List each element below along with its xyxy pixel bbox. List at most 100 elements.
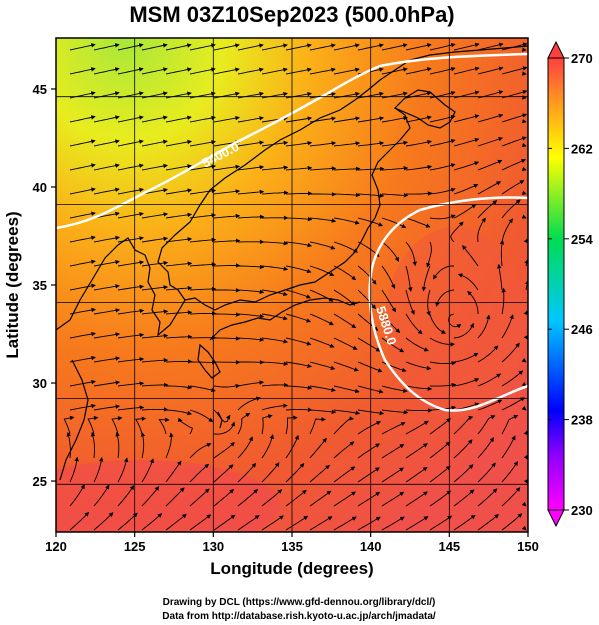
wind-arrow — [69, 67, 96, 75]
wind-arrow — [213, 421, 236, 435]
wind-arrow — [405, 91, 432, 99]
wind-arrow — [237, 380, 265, 387]
wind-arrow — [165, 91, 192, 99]
wind-arrow — [117, 236, 144, 243]
wind-arrow — [141, 91, 168, 99]
wind-arrow — [405, 420, 429, 435]
wind-arrow — [158, 417, 170, 435]
y-tick-label: 40 — [33, 180, 47, 195]
wind-arrow — [429, 382, 457, 388]
wind-arrow — [333, 141, 361, 147]
wind-arrow — [285, 489, 307, 507]
x-tick-label: 150 — [517, 539, 539, 554]
wind-arrow — [165, 310, 193, 315]
wind-arrow — [141, 212, 169, 219]
wind-arrow — [261, 165, 289, 171]
wind-arrow — [93, 404, 121, 411]
wind-arrow — [140, 431, 146, 459]
wind-arrow — [261, 462, 280, 483]
colorbar-tick-label: 254 — [571, 232, 593, 247]
wind-arrow — [453, 183, 479, 195]
wind-arrow — [93, 332, 121, 339]
wind-arrow — [213, 91, 240, 99]
wind-arrow — [285, 241, 313, 248]
wind-arrow — [501, 397, 526, 411]
wind-arrow — [237, 43, 264, 51]
wind-arrow — [381, 491, 405, 507]
wind-arrow — [381, 361, 407, 373]
wind-arrow — [189, 91, 216, 99]
wind-streamlines — [63, 42, 528, 531]
y-tick-label: 45 — [33, 82, 47, 97]
wind-arrow — [189, 442, 212, 459]
wind-arrow — [238, 264, 265, 270]
wind-arrow — [189, 262, 217, 267]
wind-arrow — [189, 139, 216, 147]
wind-arrow — [405, 443, 428, 459]
wind-arrow — [69, 331, 96, 339]
y-tick-label: 25 — [33, 474, 47, 489]
wind-arrow — [93, 163, 120, 171]
wind-arrow — [381, 337, 405, 353]
wind-arrow — [381, 217, 407, 229]
wind-arrow — [117, 187, 144, 195]
wind-arrow — [63, 415, 75, 435]
wind-arrow — [189, 164, 217, 171]
wind-arrow — [333, 43, 360, 51]
wind-arrow — [213, 43, 240, 51]
wind-arrow — [285, 385, 313, 390]
wind-arrow — [165, 67, 192, 75]
wind-arrow — [93, 67, 120, 75]
wind-arrow — [117, 115, 144, 123]
x-axis-ticks: 120 125 130 135 140 145 150 — [45, 532, 539, 554]
wind-arrow — [453, 514, 476, 531]
wind-arrow — [309, 67, 336, 75]
wind-arrow — [333, 217, 360, 225]
wind-arrow — [429, 441, 451, 459]
wind-arrow — [69, 259, 96, 267]
wind-arrow — [405, 115, 432, 123]
wind-arrow — [381, 166, 409, 171]
wind-arrow — [141, 43, 168, 51]
wind-arrow — [405, 385, 433, 391]
wind-arrow — [237, 67, 264, 75]
contour-5880 — [368, 196, 528, 412]
wind-arrow — [93, 259, 120, 267]
wind-arrow — [165, 237, 193, 243]
wind-arrow — [214, 336, 241, 341]
wind-arrow — [309, 516, 333, 531]
wind-arrow — [165, 188, 193, 195]
wind-arrow — [309, 409, 337, 415]
wind-arrow — [117, 308, 145, 315]
wind-arrow — [501, 435, 516, 459]
wind-arrow — [141, 115, 168, 123]
wind-arrow — [309, 241, 336, 250]
wind-arrow — [333, 67, 360, 75]
wind-arrow — [93, 512, 114, 531]
wind-arrow — [237, 289, 265, 295]
wind-arrow — [429, 138, 456, 147]
wind-arrow — [141, 357, 169, 363]
wind-arrow — [261, 240, 289, 246]
wind-arrow — [189, 188, 217, 195]
wind-arrow — [405, 466, 428, 483]
wind-arrow — [165, 513, 187, 531]
wind-arrow — [453, 66, 480, 75]
wind-arrow — [237, 436, 253, 459]
wind-arrow — [285, 515, 309, 531]
wind-arrow — [523, 310, 528, 316]
wind-arrow — [165, 432, 174, 459]
wind-arrow — [453, 161, 480, 171]
wind-arrow — [237, 165, 265, 171]
wind-arrow — [189, 409, 214, 423]
x-axis-label: Longitude (degrees) — [210, 559, 373, 578]
wind-arrow — [261, 43, 288, 51]
wind-arrow — [357, 361, 383, 373]
wind-arrow — [87, 415, 99, 435]
wind-arrow — [477, 437, 495, 459]
wind-arrow — [261, 91, 288, 99]
colorbar-ticks: 230 238 246 254 262 270 — [548, 51, 593, 518]
wind-arrow — [93, 43, 120, 51]
wind-arrow — [453, 42, 480, 51]
wind-arrow — [381, 467, 405, 483]
